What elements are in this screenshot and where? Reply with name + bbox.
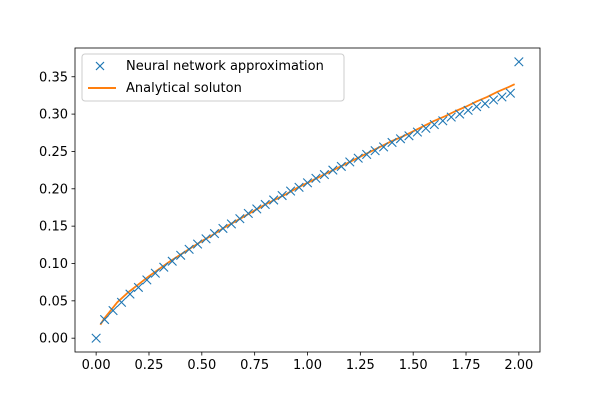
nn-point-marker bbox=[395, 134, 406, 144]
nn-point-marker bbox=[345, 157, 355, 167]
nn-point-marker bbox=[277, 190, 287, 201]
nn-point-marker bbox=[142, 275, 152, 285]
nn-point-marker bbox=[218, 223, 228, 234]
nn-point-marker bbox=[497, 92, 507, 102]
nn-point-marker bbox=[505, 88, 516, 98]
nn-point-marker bbox=[235, 213, 245, 224]
x-axis: 0.00 0.25 0.50 0.75 1.00 1.25 1.50 1.75 2.00 bbox=[82, 352, 533, 373]
nn-point-marker bbox=[285, 186, 296, 196]
y-tick-label: 0.15 bbox=[39, 220, 68, 235]
nn-point-marker bbox=[488, 95, 499, 105]
x-tick-label: 0.75 bbox=[240, 358, 269, 373]
nn-point-marker bbox=[108, 305, 118, 316]
nn-point-marker bbox=[167, 256, 177, 266]
y-tick-label: 0.00 bbox=[39, 332, 68, 347]
y-tick-label: 0.10 bbox=[39, 257, 68, 272]
nn-point-marker bbox=[446, 112, 456, 122]
y-axis: 0.00 0.05 0.10 0.15 0.20 0.25 0.30 0.35 bbox=[39, 70, 75, 347]
nn-point-marker bbox=[226, 219, 237, 229]
x-tick-label: 0.50 bbox=[187, 358, 216, 373]
x-tick-label: 0.25 bbox=[135, 358, 164, 373]
nn-point-marker bbox=[159, 262, 169, 272]
nn-point-marker bbox=[421, 123, 431, 133]
legend-marker-neural-network bbox=[95, 61, 105, 71]
x-tick-label: 1.00 bbox=[293, 358, 322, 373]
nn-point-marker bbox=[328, 165, 338, 175]
y-tick-label: 0.20 bbox=[39, 182, 68, 197]
nn-point-marker bbox=[116, 297, 127, 308]
nn-point-marker bbox=[91, 333, 101, 343]
legend-box bbox=[81, 53, 345, 102]
x-tick-label: 1.75 bbox=[452, 358, 481, 373]
nn-point-marker bbox=[471, 101, 482, 112]
nn-point-marker bbox=[370, 146, 380, 156]
nn-point-marker bbox=[268, 195, 279, 205]
nn-point-marker bbox=[125, 289, 135, 299]
y-tick-label: 0.35 bbox=[39, 70, 68, 85]
nn-point-marker bbox=[209, 228, 220, 239]
nn-point-marker bbox=[252, 204, 262, 214]
nn-point-marker bbox=[353, 153, 363, 163]
x-tick-label: 0.00 bbox=[82, 358, 111, 373]
y-tick-label: 0.30 bbox=[39, 108, 68, 123]
analytical-solution-line bbox=[99, 83, 516, 326]
nn-point-marker bbox=[361, 149, 372, 160]
nn-point-marker bbox=[438, 116, 448, 126]
plot-marks bbox=[91, 57, 524, 343]
nn-point-marker bbox=[175, 250, 186, 260]
nn-point-marker bbox=[412, 127, 423, 137]
nn-point-marker bbox=[378, 142, 389, 152]
nn-point-marker bbox=[184, 244, 194, 254]
nn-point-marker bbox=[429, 119, 440, 130]
legend: Neural network approximation Analytical … bbox=[81, 53, 345, 102]
nn-point-marker bbox=[480, 98, 490, 109]
nn-point-marker bbox=[192, 239, 203, 249]
y-tick-label: 0.05 bbox=[39, 294, 68, 309]
legend-label-analytical: Analytical soluton bbox=[126, 81, 242, 96]
nn-point-marker bbox=[99, 314, 110, 325]
nn-point-marker bbox=[133, 282, 144, 293]
x-tick-label: 1.50 bbox=[399, 358, 428, 373]
nn-point-marker bbox=[294, 182, 304, 192]
x-tick-label: 1.25 bbox=[346, 358, 375, 373]
nn-point-marker bbox=[311, 173, 321, 184]
nn-point-marker bbox=[336, 161, 347, 172]
nn-point-marker bbox=[514, 57, 524, 67]
x-tick-label: 2.00 bbox=[504, 358, 533, 373]
nn-point-marker bbox=[302, 178, 313, 188]
legend-label-neural-network: Neural network approximation bbox=[126, 59, 324, 74]
y-tick-label: 0.25 bbox=[39, 145, 68, 160]
nn-point-marker bbox=[319, 169, 330, 180]
nn-point-marker bbox=[454, 109, 465, 119]
nn-point-marker bbox=[387, 137, 397, 148]
nn-point-marker bbox=[463, 105, 473, 116]
nn-point-marker bbox=[201, 234, 211, 244]
nn-point-marker bbox=[243, 208, 254, 219]
nn-point-marker bbox=[404, 131, 414, 141]
nn-point-marker bbox=[260, 199, 270, 210]
nn-point-marker bbox=[150, 268, 161, 278]
